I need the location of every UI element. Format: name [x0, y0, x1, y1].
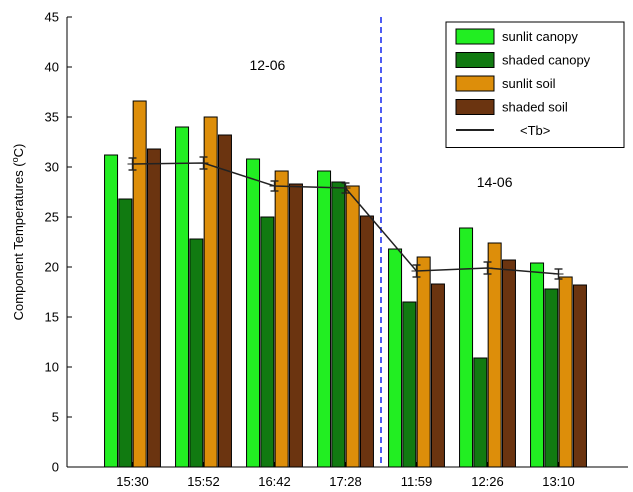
legend-label-tb: <Tb>: [520, 123, 550, 138]
legend-label-sunlit-soil: sunlit soil: [502, 76, 556, 91]
bar-sunlit-soil-1728: [345, 185, 360, 468]
plot-area: 12-06 14-06: [104, 17, 587, 468]
y-tick-label-10: 10: [45, 360, 59, 375]
bar-sunlit-canopy-1530: [104, 154, 119, 468]
y-tick-label-45: 45: [45, 10, 59, 25]
bar-sunlit-canopy-1159: [388, 248, 403, 468]
x-tick-label-1310: 13:10: [542, 474, 575, 489]
bar-sunlit-canopy-1310: [530, 262, 545, 468]
legend-label-shaded-soil: shaded soil: [502, 100, 568, 115]
bar-sunlit-soil-1530: [132, 100, 147, 468]
bar-sunlit-canopy-1642: [246, 158, 261, 468]
y-tick-label-20: 20: [45, 260, 59, 275]
bar-shaded-soil-1159: [430, 283, 445, 468]
bar-sunlit-canopy-1552: [175, 126, 190, 468]
bar-sunlit-soil-1159: [416, 256, 431, 468]
x-tick-label-1728: 17:28: [329, 474, 362, 489]
bar-shaded-canopy-1728: [331, 181, 346, 468]
bar-sunlit-soil-1310: [558, 276, 573, 468]
bar-shaded-soil-1642: [288, 183, 303, 468]
legend-swatch-sunlit-canopy: [455, 28, 495, 45]
y-tick-label-25: 25: [45, 210, 59, 225]
bar-shaded-soil-1552: [217, 134, 232, 468]
bar-shaded-canopy-1159: [402, 301, 417, 468]
bar-shaded-canopy-1642: [260, 216, 275, 468]
bar-sunlit-soil-1226: [487, 242, 502, 468]
legend: sunlit canopy shaded canopy sunlit soil sha…: [445, 21, 625, 148]
y-tick-label-35: 35: [45, 110, 59, 125]
bar-shaded-soil-1310: [572, 284, 587, 468]
bar-sunlit-soil-1642: [274, 170, 289, 468]
bar-shaded-canopy-1226: [473, 357, 488, 468]
bar-sunlit-canopy-1226: [459, 227, 474, 468]
legend-label-sunlit-canopy: sunlit canopy: [502, 29, 578, 44]
y-tick-label-15: 15: [45, 310, 59, 325]
date-annotation-1: 14-06: [477, 174, 513, 190]
y-tick-label-0: 0: [52, 460, 59, 475]
bar-sunlit-canopy-1728: [317, 170, 332, 468]
legend-swatch-shaded-canopy: [455, 52, 495, 68]
legend-swatch-shaded-soil: [455, 99, 495, 115]
x-tick-label-1552: 15:52: [187, 474, 220, 489]
bar-shaded-canopy-1530: [118, 198, 133, 468]
date-annotation-0: 12-06: [249, 57, 285, 73]
y-tick-label-5: 5: [52, 410, 59, 425]
y-tick-label-40: 40: [45, 60, 59, 75]
y-tick-label-30: 30: [45, 160, 59, 175]
x-tick-label-1159: 11:59: [401, 474, 433, 489]
bar-shaded-soil-1530: [146, 148, 161, 468]
bar-shaded-canopy-1552: [189, 238, 204, 468]
legend-label-shaded-canopy: shaded canopy: [502, 53, 591, 68]
y-axis-title: Component Temperatures (oC): [10, 144, 26, 321]
bar-shaded-canopy-1310: [544, 288, 559, 468]
x-tick-label-1226: 12:26: [471, 474, 504, 489]
x-tick-label-1642: 16:42: [258, 474, 291, 489]
x-tick-label-1530: 15:30: [116, 474, 149, 489]
bar-shaded-soil-1226: [501, 259, 516, 468]
legend-swatch-sunlit-soil: [455, 75, 495, 92]
axes: 0 5 10 15 20 25 30 35 40 45 15:30 15:52 16:42 17:28 11…: [10, 10, 628, 489]
bar-shaded-soil-1728: [359, 215, 374, 468]
